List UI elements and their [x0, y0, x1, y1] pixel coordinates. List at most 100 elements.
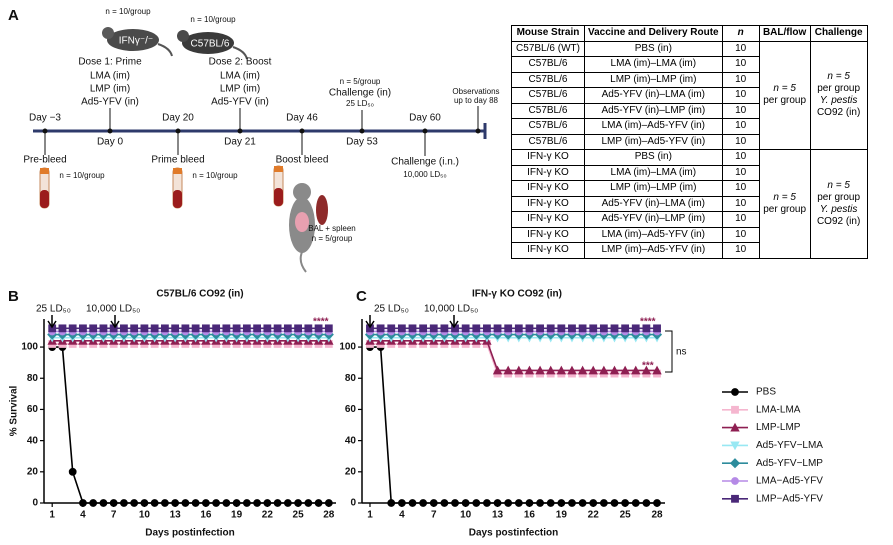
annotation-arrowhead — [365, 320, 375, 329]
table-cell-merged: n = 5 per group Y. pestis CO92 (in) — [809, 149, 868, 259]
marker — [524, 365, 535, 375]
table-cell: C57BL/6 — [511, 133, 585, 150]
table-cell-line: n = 5 — [773, 191, 796, 203]
marker — [130, 324, 139, 333]
legend-label: PBS — [756, 387, 776, 398]
x-tick-label: 4 — [80, 510, 86, 521]
marker — [599, 324, 608, 333]
marker — [492, 365, 503, 375]
annotation: **** — [313, 317, 329, 328]
marker — [557, 499, 566, 507]
marker — [641, 365, 652, 375]
marker — [397, 499, 406, 507]
table-cell: 10 — [721, 56, 760, 73]
table-cell: PBS (in) — [584, 40, 723, 57]
legend-label: LMA−Ad5-YFV — [756, 476, 823, 487]
table-cell: 10 — [721, 133, 760, 150]
legend-marker — [730, 422, 740, 432]
table-cell-line: n = 5 — [827, 179, 850, 191]
ns-bracket — [665, 330, 673, 373]
marker — [242, 499, 251, 507]
marker — [536, 324, 544, 333]
blood-tube — [39, 167, 50, 209]
marker — [160, 324, 169, 333]
x-tick-label: 1 — [367, 510, 373, 521]
marker — [171, 499, 180, 507]
study-table: Mouse Strain Vaccine and Delivery Route n B… — [511, 25, 868, 259]
panel-label: B — [8, 288, 19, 305]
marker — [304, 499, 313, 507]
table-cell: LMA (im)–LMA (im) — [584, 56, 723, 73]
table-header-row: Mouse Strain Vaccine and Delivery Route n B… — [511, 25, 868, 42]
marker — [631, 499, 640, 507]
table-cell: C57BL/6 — [511, 102, 585, 119]
mouse-n: n = 10/group — [190, 15, 236, 24]
table-row: C57BL/6 LMA (im)–Ad5-YFV (in) 10 — [511, 118, 868, 135]
x-tick-label: 13 — [170, 510, 182, 521]
x-tick-label: 28 — [651, 510, 663, 521]
table-cell-line: Y. pestis — [819, 95, 858, 107]
table-row: C57BL/6 Ad5-YFV (in)–LMP (im) 10 — [511, 102, 868, 119]
marker — [232, 324, 241, 333]
boost-text: Dose 2: Boost — [209, 57, 272, 68]
annotation: 10,000 LD₅₀ — [424, 304, 478, 315]
y-tick-label: 100 — [339, 342, 356, 353]
marker — [140, 499, 149, 507]
marker — [578, 324, 587, 333]
y-tick-label: 0 — [350, 498, 356, 509]
table-cell: 10 — [721, 149, 760, 166]
x-tick-label: 22 — [588, 510, 600, 521]
marker — [201, 324, 210, 333]
table-cell: LMP (im)–Ad5-YFV (in) — [584, 242, 723, 259]
table-cell-line: n = 5 — [827, 71, 850, 83]
marker — [429, 499, 438, 507]
day-label: Day 0 — [97, 137, 124, 148]
marker — [181, 499, 190, 507]
marker — [304, 324, 313, 333]
legend-marker — [731, 388, 739, 396]
table-cell: IFN-γ KO — [511, 149, 585, 166]
marker — [408, 324, 417, 333]
mouse-icon — [177, 30, 248, 60]
annotation: ns — [676, 347, 687, 358]
marker — [610, 324, 619, 333]
table-cell: Ad5-YFV (in)–LMP (im) — [584, 211, 723, 228]
marker — [578, 499, 587, 507]
table-row: IFN-γ KO PBS (in) 10 n = 5 per group n = 5 per… — [511, 149, 868, 259]
x-tick-label: 25 — [620, 510, 632, 521]
table-cell: 10 — [721, 87, 760, 104]
annotation: 25 LD₅₀ — [374, 304, 409, 315]
y-tick-label: 40 — [345, 435, 357, 446]
marker — [599, 365, 609, 375]
marker — [631, 365, 641, 375]
table-header: BAL/flow — [758, 25, 811, 42]
blood-tube — [273, 165, 284, 207]
marker — [324, 324, 333, 333]
chart-title: C57BL/6 CO92 (in) — [156, 289, 243, 300]
marker — [232, 499, 241, 507]
x-axis-label: Days postinfection — [145, 528, 234, 539]
marker — [294, 324, 302, 333]
marker — [387, 324, 396, 333]
y-tick-label: 60 — [345, 404, 357, 415]
series-line — [52, 346, 329, 504]
boost-text: LMP (im) — [220, 84, 260, 95]
marker — [588, 365, 598, 375]
marker — [201, 499, 210, 507]
table-cell: LMP (im)–Ad5-YFV (in) — [584, 133, 723, 150]
table-cell: 10 — [721, 118, 760, 135]
marker — [253, 499, 262, 507]
marker — [610, 499, 619, 507]
table-header: Challenge — [809, 25, 868, 42]
y-tick-label: 60 — [27, 404, 39, 415]
prime-text: LMP (im) — [90, 84, 130, 95]
marker — [609, 365, 620, 375]
mouse-strain: C57BL/6 — [191, 39, 230, 50]
marker — [429, 324, 438, 333]
bleed-text: Prime bleed — [151, 155, 204, 166]
marker — [120, 499, 128, 507]
table-row: IFN-γ KO Ad5-YFV (in)–LMP (im) 10 — [511, 211, 868, 228]
annotation: *** — [642, 361, 654, 372]
